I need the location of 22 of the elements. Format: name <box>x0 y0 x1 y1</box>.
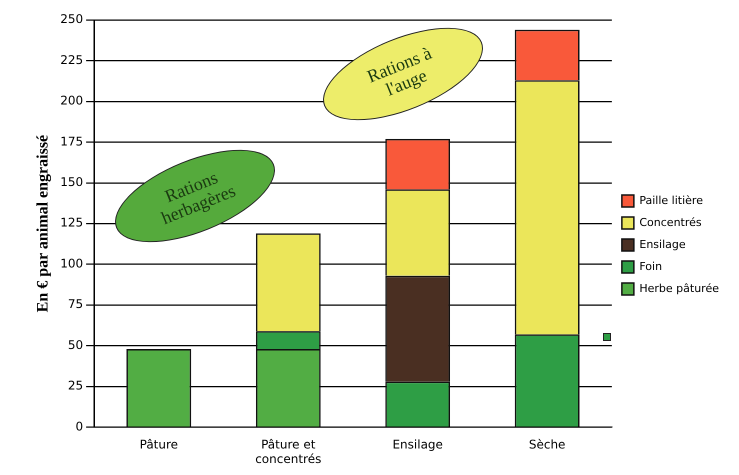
legend-label: Herbe pâturée <box>639 282 720 295</box>
y-tick-label: 225 <box>60 52 84 67</box>
x-tick-label: Ensilage <box>392 438 443 452</box>
y-axis-title: En € par animal engraissé <box>34 134 52 312</box>
y-tick-label: 100 <box>60 256 84 270</box>
y-tick-label: 25 <box>68 378 84 393</box>
y-tick-label: 75 <box>68 297 84 312</box>
y-tick-label: 250 <box>60 12 84 26</box>
legend-label: Paille litière <box>639 194 704 207</box>
y-tick-label: 125 <box>60 216 84 230</box>
x-tick-label: Sèche <box>528 438 566 452</box>
y-tick-label: 175 <box>60 134 84 148</box>
legend-label: Concentrés <box>639 216 702 229</box>
y-tick-label: 150 <box>60 175 84 190</box>
y-tick-label: 200 <box>60 94 84 108</box>
x-tick-label: Pâture et concentrés <box>255 438 322 466</box>
y-tick-label: 50 <box>68 338 84 352</box>
annotation: Rations à l'auge <box>363 42 436 102</box>
legend-label: Ensilage <box>639 238 686 251</box>
legend-label: Foin <box>639 260 662 273</box>
y-tick-label: 0 <box>75 419 84 434</box>
x-tick-label: Pâture <box>140 438 178 452</box>
